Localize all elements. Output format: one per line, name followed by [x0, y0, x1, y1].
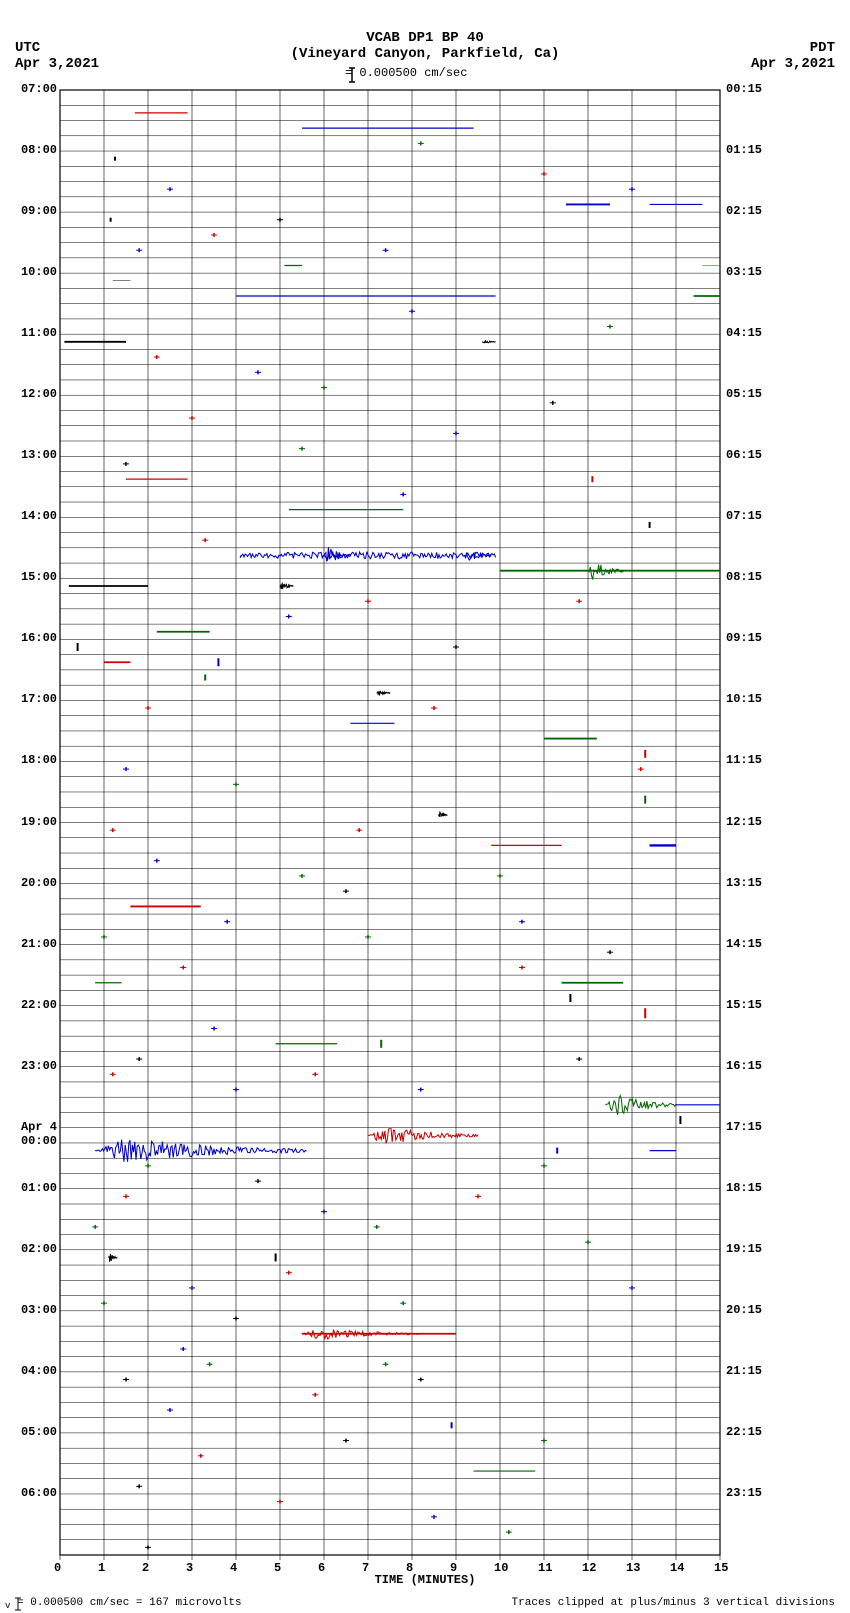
right-hour-label: 11:15	[726, 753, 762, 767]
right-hour-label: 23:15	[726, 1486, 762, 1500]
left-hour-label: 13:00	[12, 448, 57, 462]
left-hour-label: 18:00	[12, 753, 57, 767]
left-hour-label: 07:00	[12, 82, 57, 96]
left-hour-label: 22:00	[12, 998, 57, 1012]
left-hour-label: 01:00	[12, 1181, 57, 1195]
left-hour-label: 10:00	[12, 265, 57, 279]
left-hour-label: Apr 4 00:00	[12, 1120, 57, 1148]
left-hour-label: 09:00	[12, 204, 57, 218]
left-hour-label: 20:00	[12, 876, 57, 890]
right-hour-label: 09:15	[726, 631, 762, 645]
seismogram-plot	[0, 0, 850, 1613]
right-hour-label: 03:15	[726, 265, 762, 279]
footer-left: v = 0.000500 cm/sec = 167 microvolts	[5, 1597, 242, 1611]
right-hour-label: 13:15	[726, 876, 762, 890]
right-hour-label: 19:15	[726, 1242, 762, 1256]
left-hour-label: 05:00	[12, 1425, 57, 1439]
left-hour-label: 11:00	[12, 326, 57, 340]
right-hour-label: 15:15	[726, 998, 762, 1012]
right-hour-label: 12:15	[726, 815, 762, 829]
left-hour-label: 19:00	[12, 815, 57, 829]
left-hour-label: 04:00	[12, 1364, 57, 1378]
left-hour-label: 14:00	[12, 509, 57, 523]
right-hour-label: 17:15	[726, 1120, 762, 1134]
right-hour-label: 21:15	[726, 1364, 762, 1378]
right-hour-label: 18:15	[726, 1181, 762, 1195]
left-hour-label: 02:00	[12, 1242, 57, 1256]
right-hour-label: 16:15	[726, 1059, 762, 1073]
right-hour-label: 07:15	[726, 509, 762, 523]
left-hour-label: 23:00	[12, 1059, 57, 1073]
right-hour-label: 00:15	[726, 82, 762, 96]
left-hour-label: 17:00	[12, 692, 57, 706]
left-hour-label: 03:00	[12, 1303, 57, 1317]
right-hour-label: 22:15	[726, 1425, 762, 1439]
right-hour-label: 06:15	[726, 448, 762, 462]
right-hour-label: 08:15	[726, 570, 762, 584]
left-hour-label: 06:00	[12, 1486, 57, 1500]
left-hour-label: 16:00	[12, 631, 57, 645]
right-hour-label: 01:15	[726, 143, 762, 157]
right-hour-label: 02:15	[726, 204, 762, 218]
right-hour-label: 14:15	[726, 937, 762, 951]
right-hour-label: 10:15	[726, 692, 762, 706]
right-hour-label: 05:15	[726, 387, 762, 401]
left-hour-label: 08:00	[12, 143, 57, 157]
x-axis-label: TIME (MINUTES)	[0, 1573, 850, 1587]
left-hour-label: 21:00	[12, 937, 57, 951]
left-hour-label: 12:00	[12, 387, 57, 401]
footer-right: Traces clipped at plus/minus 3 vertical …	[512, 1597, 835, 1609]
seismogram-container: VCAB DP1 BP 40 (Vineyard Canyon, Parkfie…	[0, 0, 850, 1613]
right-hour-label: 04:15	[726, 326, 762, 340]
left-hour-label: 15:00	[12, 570, 57, 584]
right-hour-label: 20:15	[726, 1303, 762, 1317]
